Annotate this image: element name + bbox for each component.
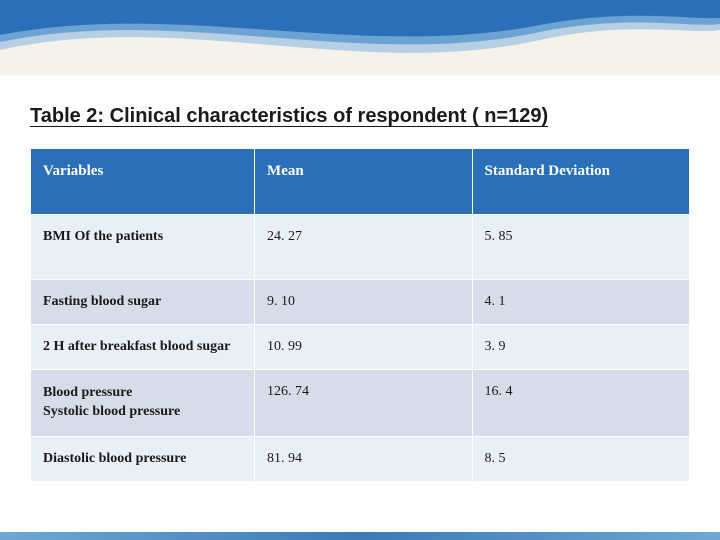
cell-variable: Fasting blood sugar: [31, 280, 255, 325]
clinical-table: Variables Mean Standard Deviation BMI Of…: [30, 148, 690, 482]
cell-variable: 2 H after breakfast blood sugar: [31, 325, 255, 370]
table-title: Table 2: Clinical characteristics of res…: [30, 105, 690, 128]
decorative-wave-top: [0, 0, 720, 80]
cell-sd: 5. 85: [472, 215, 689, 280]
col-header-mean: Mean: [255, 149, 472, 215]
decorative-footer-band: [0, 532, 720, 540]
table-header-row: Variables Mean Standard Deviation: [31, 149, 690, 215]
cell-sd: 4. 1: [472, 280, 689, 325]
table-row: BMI Of the patients 24. 27 5. 85: [31, 215, 690, 280]
table-row: Blood pressureSystolic blood pressure 12…: [31, 370, 690, 437]
cell-sd: 3. 9: [472, 325, 689, 370]
table-row: Fasting blood sugar 9. 10 4. 1: [31, 280, 690, 325]
col-header-sd: Standard Deviation: [472, 149, 689, 215]
cell-mean: 126. 74: [255, 370, 472, 437]
cell-mean: 81. 94: [255, 436, 472, 481]
table-row: 2 H after breakfast blood sugar 10. 99 3…: [31, 325, 690, 370]
cell-sd: 16. 4: [472, 370, 689, 437]
cell-mean: 10. 99: [255, 325, 472, 370]
cell-variable: Blood pressureSystolic blood pressure: [31, 370, 255, 437]
cell-mean: 24. 27: [255, 215, 472, 280]
cell-variable: Diastolic blood pressure: [31, 436, 255, 481]
table-row: Diastolic blood pressure 81. 94 8. 5: [31, 436, 690, 481]
slide-content: Table 2: Clinical characteristics of res…: [30, 105, 690, 482]
cell-sd: 8. 5: [472, 436, 689, 481]
cell-mean: 9. 10: [255, 280, 472, 325]
cell-variable: BMI Of the patients: [31, 215, 255, 280]
col-header-variables: Variables: [31, 149, 255, 215]
